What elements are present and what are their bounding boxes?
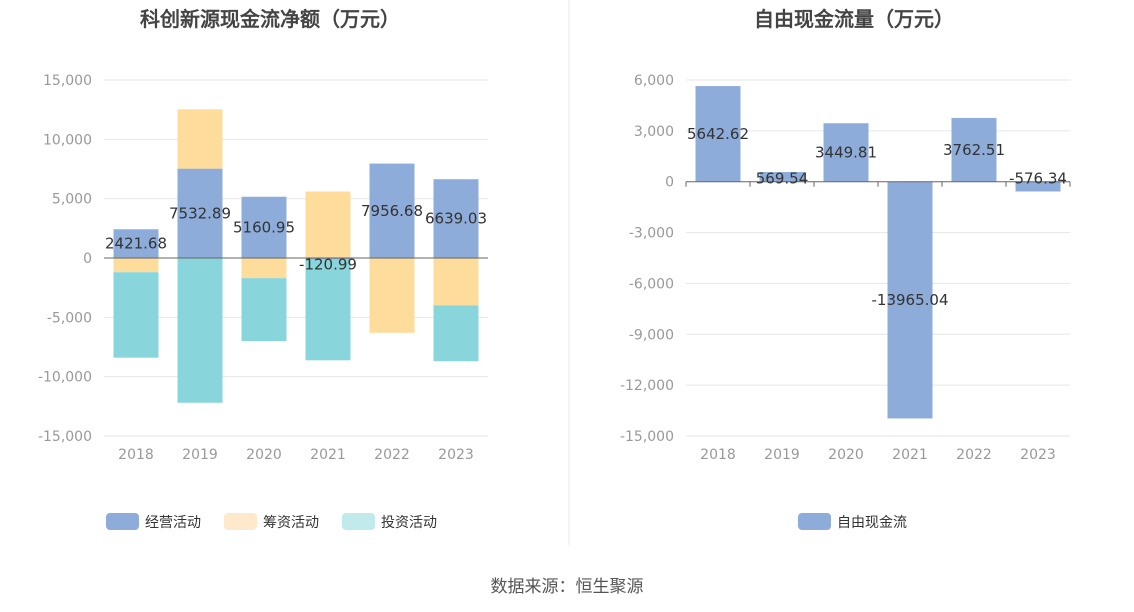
left-chart-title: 科创新源现金流净额（万元） xyxy=(140,7,400,31)
bar-investing-2021[interactable] xyxy=(305,259,351,361)
bar-investing-2023[interactable] xyxy=(433,305,479,362)
bar-financing-2022[interactable] xyxy=(369,258,415,333)
data-source: 数据来源：恒生聚源 xyxy=(491,577,644,597)
right-legend: 自由现金流 xyxy=(798,513,907,531)
legend-item-operating[interactable]: 经营活动 xyxy=(106,513,201,531)
right-x-tick-2020: 2020 xyxy=(828,447,864,463)
right-data-label-2018: 5642.62 xyxy=(687,125,749,143)
left-y-tick: 5,000 xyxy=(52,192,92,208)
left-bars xyxy=(104,109,488,403)
right-chart-title: 自由现金流量（万元） xyxy=(754,7,954,31)
legend-item-free-cash-flow[interactable]: 自由现金流 xyxy=(798,513,907,531)
right-x-tick-2019: 2019 xyxy=(764,447,800,463)
left-data-label-2019: 7532.89 xyxy=(169,204,231,222)
legend-item-financing[interactable]: 筹资活动 xyxy=(224,513,319,531)
right-y-tick: -9,000 xyxy=(629,327,674,343)
right-y-tick: -15,000 xyxy=(620,429,674,445)
bar-operating-2020[interactable] xyxy=(241,196,287,258)
bar-operating-2021[interactable] xyxy=(305,258,351,260)
left-x-axis: 2018 2019 2020 2021 2022 2023 xyxy=(118,447,474,463)
right-gridlines xyxy=(686,79,1070,437)
legend-label-investing: 投资活动 xyxy=(381,515,437,531)
right-x-axis: 2018 2019 2020 2021 2022 2023 xyxy=(700,447,1056,463)
left-x-tick-2019: 2019 xyxy=(182,447,218,463)
right-data-label-2023: -576.34 xyxy=(1009,170,1067,188)
bar-free-cash-flow-2022[interactable] xyxy=(951,117,997,182)
right-data-label-2020: 3449.81 xyxy=(815,143,877,161)
right-y-tick: -12,000 xyxy=(620,378,674,394)
left-x-tick-2023: 2023 xyxy=(438,447,474,463)
left-gridlines xyxy=(104,79,488,437)
left-y-tick: 15,000 xyxy=(43,73,92,89)
bar-financing-2023[interactable] xyxy=(433,258,479,306)
bar-free-cash-flow-2021[interactable] xyxy=(887,181,933,419)
right-data-label-2022: 3762.51 xyxy=(943,141,1005,159)
left-x-tick-2022: 2022 xyxy=(374,447,410,463)
right-x-tick-2021: 2021 xyxy=(892,447,928,463)
bar-financing-2018[interactable] xyxy=(113,258,159,273)
left-x-tick-2021: 2021 xyxy=(310,447,346,463)
bar-operating-2023[interactable] xyxy=(433,179,479,258)
legend-label-free-cash-flow: 自由现金流 xyxy=(837,515,907,531)
left-data-label-2022: 7956.68 xyxy=(361,202,423,220)
bar-free-cash-flow-2020[interactable] xyxy=(823,123,869,182)
right-x-tick-2018: 2018 xyxy=(700,447,736,463)
right-y-tick: -3,000 xyxy=(629,226,674,242)
legend-swatch-operating xyxy=(106,513,139,530)
bar-investing-2020[interactable] xyxy=(241,278,287,342)
bar-free-cash-flow-2019[interactable] xyxy=(759,172,805,182)
left-data-label-2021: -120.99 xyxy=(299,255,357,273)
right-y-tick: -6,000 xyxy=(629,276,674,292)
bar-operating-2022[interactable] xyxy=(369,163,415,258)
legend-swatch-free-cash-flow xyxy=(798,513,831,530)
legend-label-financing: 筹资活动 xyxy=(263,514,319,531)
left-legend: 经营活动 筹资活动 投资活动 xyxy=(106,513,437,531)
bar-operating-2018[interactable] xyxy=(113,229,159,258)
right-data-labels: 5642.62 569.54 3449.81 -13965.04 3762.51-576… xyxy=(687,125,1067,309)
bar-financing-2019[interactable] xyxy=(177,109,223,169)
legend-item-investing[interactable]: 投资活动 xyxy=(342,513,437,531)
left-data-label-2020: 5160.95 xyxy=(233,218,295,236)
legend-label-operating: 经营活动 xyxy=(145,515,201,531)
left-y-axis: 15,000 10,000 5,000 0 -5,000 -10,000 -15,000 xyxy=(38,73,92,445)
right-x-tick-2023: 2023 xyxy=(1020,447,1056,463)
right-x-tick-2022: 2022 xyxy=(956,447,992,463)
bar-free-cash-flow-2023[interactable] xyxy=(1015,181,1061,192)
right-y-tick: 0 xyxy=(665,175,674,191)
left-y-tick: -15,000 xyxy=(38,429,92,445)
left-y-tick: -5,000 xyxy=(47,310,92,326)
right-data-label-2021: -13965.04 xyxy=(872,291,949,309)
left-y-tick: 0 xyxy=(83,251,92,267)
bar-financing-2021[interactable] xyxy=(305,191,351,258)
left-data-label-2018: 2421.68 xyxy=(105,235,167,253)
bar-investing-2018[interactable] xyxy=(113,272,159,358)
left-x-tick-2018: 2018 xyxy=(118,447,154,463)
bar-financing-2020[interactable] xyxy=(241,258,287,279)
legend-swatch-financing xyxy=(224,513,257,530)
left-y-tick: -10,000 xyxy=(38,370,92,386)
left-x-tick-2020: 2020 xyxy=(246,447,282,463)
legend-swatch-investing xyxy=(342,513,375,530)
right-y-axis: 6,000 3,000 0 -3,000 -6,000 -9,000 -12,000 -15,… xyxy=(620,73,674,445)
right-y-tick: 3,000 xyxy=(634,124,674,140)
bar-operating-2019[interactable] xyxy=(177,168,223,258)
left-data-label-2023: 6639.03 xyxy=(425,210,487,228)
right-bars xyxy=(685,86,1071,419)
right-y-tick: 6,000 xyxy=(634,73,674,89)
bar-investing-2019[interactable] xyxy=(177,258,223,403)
bar-free-cash-flow-2018[interactable] xyxy=(695,86,741,182)
right-data-label-2019: 569.54 xyxy=(756,170,809,188)
left-y-tick: 10,000 xyxy=(43,132,92,148)
